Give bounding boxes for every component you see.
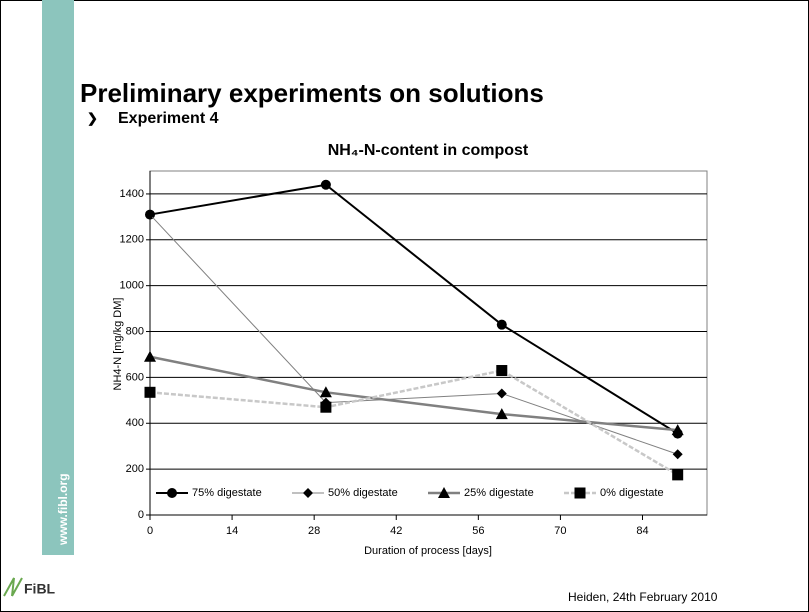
side-text: www.fibl.org <box>56 473 70 546</box>
marker <box>145 209 155 220</box>
marker <box>671 424 684 436</box>
x-tick-label: 56 <box>472 525 484 537</box>
side-strip <box>42 0 74 555</box>
x-tick-label: 70 <box>554 525 566 537</box>
marker <box>320 179 331 190</box>
logo-text: FiBL <box>24 581 56 597</box>
marker <box>319 386 332 398</box>
series-line <box>149 183 679 435</box>
y-tick-label: 1000 <box>120 280 144 292</box>
legend-marker <box>167 488 177 498</box>
x-tick-label: 42 <box>390 525 402 537</box>
marker <box>144 386 156 398</box>
legend-marker <box>438 487 450 498</box>
y-tick-label: 0 <box>138 509 144 521</box>
legend-label: 75% digestate <box>192 487 262 499</box>
y-tick-label: 200 <box>126 463 144 475</box>
marker <box>496 388 507 399</box>
y-tick-label: 600 <box>126 371 144 383</box>
y-tick-label: 800 <box>126 325 144 337</box>
x-tick-label: 28 <box>308 525 320 537</box>
marker <box>144 350 156 362</box>
legend-marker <box>303 488 313 498</box>
x-axis-label: Duration of process [days] <box>364 545 492 557</box>
y-tick-label: 400 <box>126 417 144 429</box>
logo-icon <box>3 577 23 597</box>
marker <box>672 449 683 460</box>
y-tick-label: 1400 <box>120 188 144 200</box>
marker <box>496 365 508 377</box>
marker <box>495 408 508 420</box>
bullet-text: Experiment 4 <box>118 110 219 127</box>
legend-marker <box>574 487 586 499</box>
x-tick-label: 84 <box>636 525 648 537</box>
x-tick-label: 14 <box>226 525 238 537</box>
marker <box>496 319 507 330</box>
legend-label: 50% digestate <box>328 487 398 499</box>
chart-title: NH₄-N-content in compost <box>328 142 529 159</box>
footer: Heiden, 24th February 2010 <box>568 590 718 604</box>
marker <box>672 469 684 481</box>
bullet-marker: ❯ <box>87 110 98 126</box>
y-tick-label: 1200 <box>120 234 144 246</box>
plot-area <box>149 170 708 516</box>
legend-label: 25% digestate <box>464 487 534 499</box>
series-line <box>149 369 679 476</box>
legend-label: 0% digestate <box>600 487 664 499</box>
y-axis-label: NH4-N [mg/kg DM] <box>112 298 124 391</box>
slide-title: Preliminary experiments on solutions <box>80 78 544 108</box>
marker <box>320 401 332 413</box>
x-tick-label: 0 <box>147 525 153 537</box>
